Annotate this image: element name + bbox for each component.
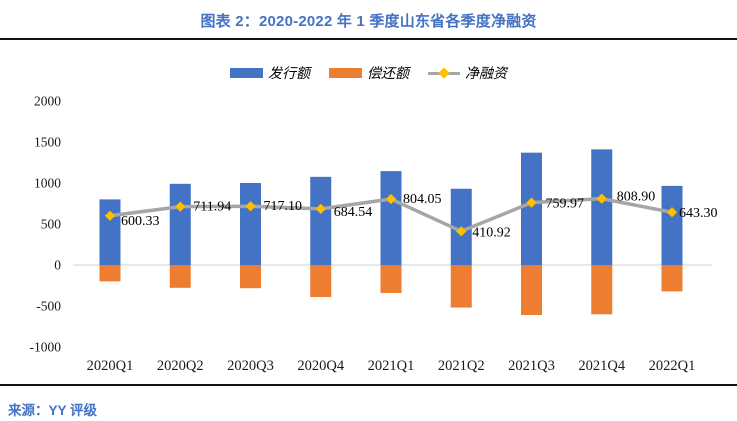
chart-title: 图表 2：2020-2022 年 1 季度山东省各季度净融资 xyxy=(200,13,537,30)
bar-repayment xyxy=(310,265,332,298)
net-marker-icon xyxy=(666,206,678,218)
bar-issuance xyxy=(99,199,121,265)
bar-repayment xyxy=(450,265,472,308)
bar-issuance xyxy=(310,176,332,265)
legend-item-repayment: 偿还额 xyxy=(329,63,409,83)
plot-area: 2000 1500 1000 500 0 -500 -1000 2020Q1 2020Q2 202… xyxy=(30,94,718,375)
net-marker-icon xyxy=(245,200,256,212)
bar-repayment xyxy=(521,265,542,316)
x-axis-label: 2021Q3 xyxy=(508,358,555,374)
repayment-swatch-icon xyxy=(329,68,362,78)
net-marker-icon xyxy=(526,197,537,209)
x-axis-label: 2020Q3 xyxy=(227,358,274,374)
y-axis-tick-label: 2000 xyxy=(34,94,61,109)
x-axis-label: 2021Q2 xyxy=(438,358,485,374)
net-value-label: 759.97 xyxy=(546,197,585,212)
legend-item-net: 净融资 xyxy=(428,63,507,83)
bottom-divider-line xyxy=(0,384,737,386)
net-marker-icon xyxy=(315,203,327,215)
y-axis-tick-label: 1000 xyxy=(34,176,61,191)
net-marker-icon xyxy=(596,193,608,205)
legend-label-issuance: 发行额 xyxy=(268,67,310,82)
y-axis-tick-label: 1500 xyxy=(34,135,61,150)
x-axis-label: 2021Q4 xyxy=(578,358,625,374)
bar-issuance xyxy=(661,185,683,265)
net-marker-icon xyxy=(455,225,467,237)
net-value-label: 643.30 xyxy=(679,206,718,221)
x-axis-label: 2020Q1 xyxy=(87,358,134,374)
net-value-label: 717.10 xyxy=(264,199,303,214)
x-axis-label: 2020Q2 xyxy=(157,358,204,374)
bar-repayment xyxy=(661,265,683,292)
legend-label-net: 净融资 xyxy=(465,67,507,82)
y-axis-tick-label: 500 xyxy=(41,217,62,232)
bar-issuance xyxy=(380,171,402,265)
bar-repayment xyxy=(240,265,261,289)
chart-legend: 发行额 偿还额 净融资 xyxy=(0,63,737,83)
y-axis-tick-label: -500 xyxy=(36,299,61,314)
net-value-label: 808.90 xyxy=(617,190,656,205)
net-marker-icon xyxy=(174,201,186,212)
net-marker-icon xyxy=(385,193,397,205)
bar-issuance xyxy=(240,183,261,265)
x-axis-label: 2020Q4 xyxy=(297,358,344,374)
bar-repayment xyxy=(380,265,402,293)
net-value-label: 410.92 xyxy=(472,225,511,240)
legend-label-repayment: 偿还额 xyxy=(367,67,409,82)
bar-issuance xyxy=(169,183,191,265)
x-axis-label: 2021Q1 xyxy=(368,358,415,374)
net-value-label: 600.33 xyxy=(121,214,160,229)
x-axis-label: 2022Q1 xyxy=(649,358,696,374)
top-divider-line xyxy=(0,38,737,40)
bar-issuance xyxy=(591,149,613,265)
net-value-label: 804.05 xyxy=(403,192,442,207)
bar-repayment xyxy=(591,265,613,315)
y-axis-tick-label: -1000 xyxy=(30,340,62,355)
source-note: 来源：YY 评级 xyxy=(8,403,98,418)
legend-item-issuance: 发行额 xyxy=(230,63,310,83)
bar-repayment xyxy=(169,265,191,288)
y-axis-tick-label: 0 xyxy=(54,258,61,273)
issuance-swatch-icon xyxy=(230,68,263,78)
net-marker-icon xyxy=(104,210,116,222)
bar-repayment xyxy=(99,265,121,282)
net-value-label: 711.94 xyxy=(193,200,231,215)
net-line-marker-icon xyxy=(428,67,460,79)
bar-issuance xyxy=(521,152,542,265)
net-value-label: 684.54 xyxy=(334,205,373,220)
